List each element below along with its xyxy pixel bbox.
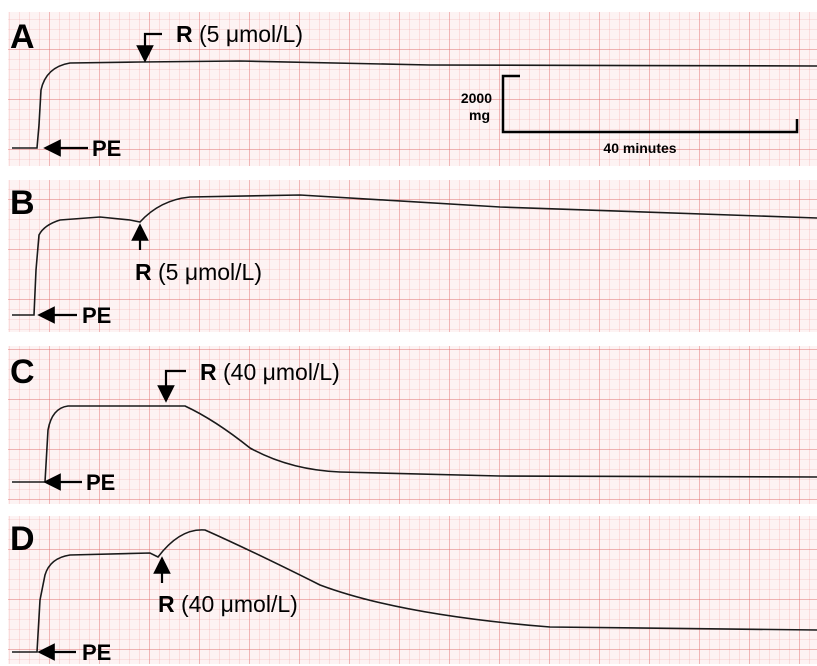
panel-label: B (10, 184, 35, 222)
agonist-label: PE (82, 640, 111, 665)
scale-time: 40 minutes (603, 140, 676, 156)
grid (8, 516, 817, 664)
drug: R (176, 21, 193, 47)
agonist-label: PE (82, 303, 111, 328)
grid (8, 346, 817, 504)
panel-label: A (10, 18, 35, 56)
dose: (5 μmol/L) (158, 259, 262, 285)
drug: R (135, 259, 152, 285)
drug-label: R (5 μmol/L) (176, 21, 303, 47)
agonist-label: PE (86, 470, 115, 495)
panel-label: C (10, 353, 35, 391)
dose: (40 μmol/L) (181, 591, 298, 617)
agonist-label: PE (92, 136, 121, 161)
scale-force: 2000 (461, 90, 492, 106)
dose: (40 μmol/L) (223, 359, 340, 385)
drug-label: R (40 μmol/L) (200, 359, 340, 385)
drug: R (200, 359, 217, 385)
drug: R (158, 591, 175, 617)
grid (8, 12, 817, 166)
panel-label: D (10, 520, 35, 558)
drug-label: R (40 μmol/L) (158, 591, 298, 617)
dose: (5 μmol/L) (199, 21, 303, 47)
drug-label: R (5 μmol/L) (135, 259, 262, 285)
grid (8, 180, 817, 332)
scale-unit: mg (469, 107, 490, 123)
figure: A PE R (5 μmol/L) 2000 mg 40 minutes B P… (0, 0, 817, 666)
